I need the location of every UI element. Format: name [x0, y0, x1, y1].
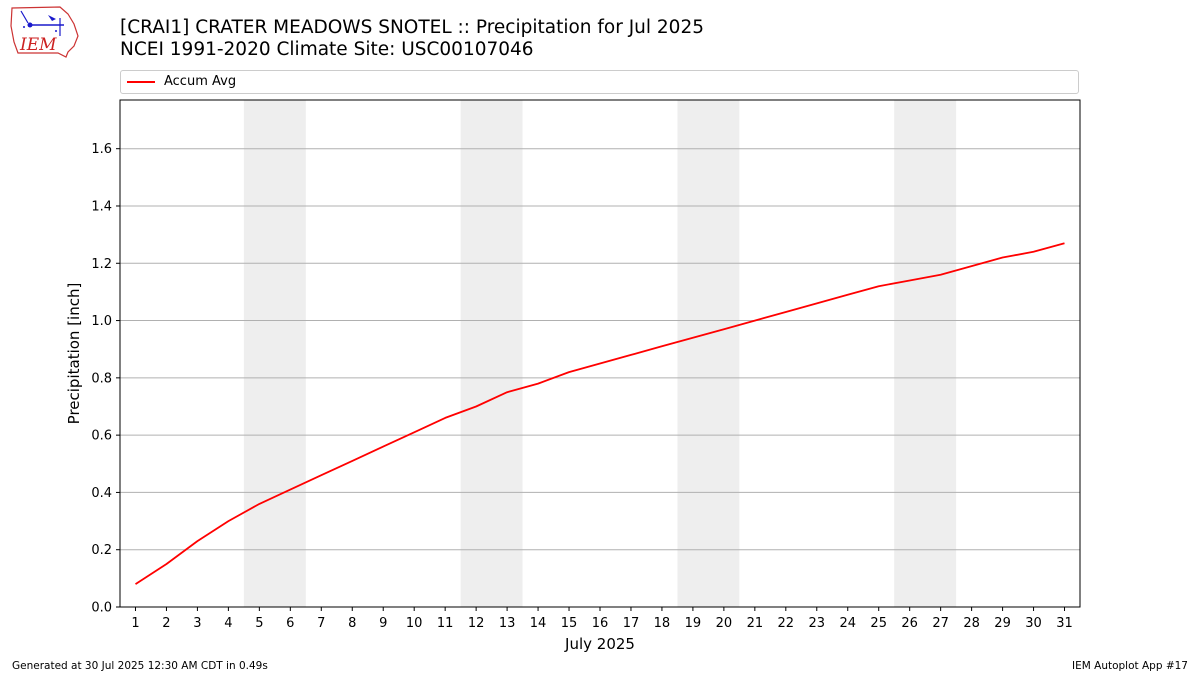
- x-tick-label-9: 9: [379, 616, 387, 631]
- weekend-band-0: [243, 100, 306, 607]
- legend-label-accum-avg: Accum Avg: [164, 74, 237, 89]
- legend: Accum Avg: [120, 70, 1079, 94]
- x-tick-label-6: 6: [286, 616, 294, 631]
- iem-logo: IEM: [8, 6, 80, 58]
- x-tick-label-2: 2: [162, 616, 170, 631]
- weekend-band-2: [677, 100, 740, 607]
- x-tick-label-20: 20: [716, 616, 733, 631]
- series-line-accum-avg: [135, 242, 1065, 585]
- y-tick-label-4: 0.8: [91, 371, 112, 386]
- x-tick-label-26: 26: [901, 616, 918, 631]
- x-tick-label-19: 19: [685, 616, 702, 631]
- x-tick-label-7: 7: [317, 616, 325, 631]
- x-tick-label-21: 21: [747, 616, 764, 631]
- chart-subtitle: NCEI 1991-2020 Climate Site: USC00107046: [120, 39, 534, 60]
- footer-app-text: IEM Autoplot App #17: [1072, 660, 1188, 672]
- x-tick-label-4: 4: [224, 616, 232, 631]
- x-tick-label-22: 22: [778, 616, 795, 631]
- y-tick-label-2: 0.4: [91, 486, 112, 501]
- x-tick-label-27: 27: [932, 616, 949, 631]
- x-tick-label-15: 15: [561, 616, 578, 631]
- x-tick-label-28: 28: [963, 616, 980, 631]
- x-tick-label-5: 5: [255, 616, 263, 631]
- y-tick-label-0: 0.0: [91, 601, 112, 616]
- y-tick-label-8: 1.6: [91, 142, 112, 157]
- x-tick-label-31: 31: [1056, 616, 1073, 631]
- x-tick-label-30: 30: [1025, 616, 1042, 631]
- x-tick-label-14: 14: [530, 616, 547, 631]
- iem-logo-text: IEM: [19, 35, 57, 55]
- x-tick-label-25: 25: [870, 616, 887, 631]
- y-axis-label: Precipitation [inch]: [65, 283, 83, 425]
- weekend-band-3: [894, 100, 957, 607]
- x-tick-label-8: 8: [348, 616, 356, 631]
- iem-logo-graphic: IEM: [10, 6, 79, 58]
- x-tick-label-29: 29: [994, 616, 1011, 631]
- weekend-band-1: [460, 100, 523, 607]
- x-tick-label-17: 17: [623, 616, 640, 631]
- y-tick-label-7: 1.4: [91, 199, 112, 214]
- x-tick-label-10: 10: [406, 616, 423, 631]
- x-tick-label-24: 24: [839, 616, 856, 631]
- x-tick-label-16: 16: [592, 616, 609, 631]
- x-tick-label-1: 1: [131, 616, 139, 631]
- x-tick-label-3: 3: [193, 616, 201, 631]
- x-tick-label-11: 11: [437, 616, 454, 631]
- y-tick-label-6: 1.2: [91, 257, 112, 272]
- chart-title: [CRAI1] CRATER MEADOWS SNOTEL :: Precipi…: [120, 17, 704, 38]
- y-tick-label-1: 0.2: [91, 543, 112, 558]
- x-tick-label-18: 18: [654, 616, 671, 631]
- x-tick-label-12: 12: [468, 616, 485, 631]
- x-axis-label: July 2025: [564, 635, 635, 653]
- x-tick-label-23: 23: [809, 616, 826, 631]
- legend-swatch-accum-avg: [127, 81, 155, 83]
- y-tick-label-5: 1.0: [91, 314, 112, 329]
- footer-generated-text: Generated at 30 Jul 2025 12:30 AM CDT in…: [12, 660, 268, 672]
- y-tick-label-3: 0.6: [91, 429, 112, 444]
- x-tick-label-13: 13: [499, 616, 516, 631]
